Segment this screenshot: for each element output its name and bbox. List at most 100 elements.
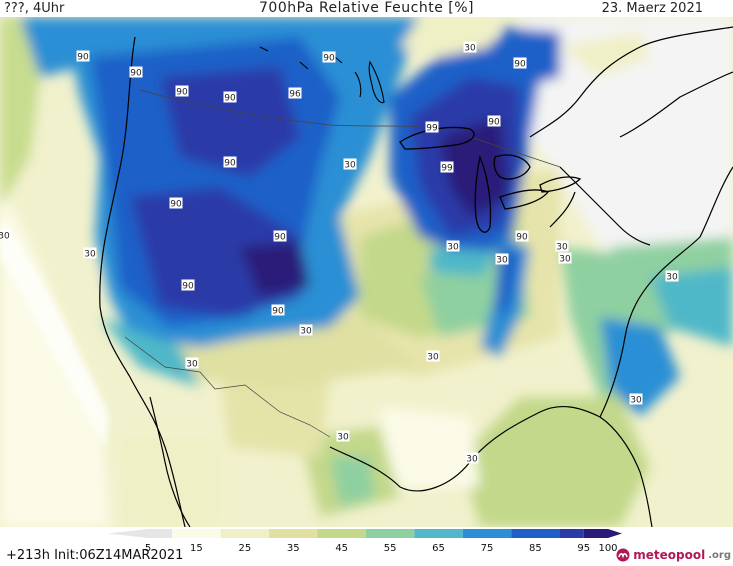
forecast-date: 23. Maerz 2021	[601, 1, 703, 16]
contour-labels: 90 90 30 90 90 90 90 96 90 99 30 99 90 90 90 30 30 90 30 30…	[0, 41, 679, 465]
legend-tick-label: 75	[481, 543, 494, 554]
contour-label: 30	[629, 393, 643, 406]
legend-bin	[559, 529, 584, 538]
contour-label: 99	[440, 161, 454, 174]
forecast-hour-label: ???, 4Uhr	[4, 1, 65, 16]
svg-text:30: 30	[84, 250, 96, 260]
legend-bin	[583, 529, 608, 538]
map-title: 700hPa Relative Feuchte [%]	[259, 0, 474, 16]
contour-label: 30	[426, 350, 440, 363]
svg-text:90: 90	[224, 159, 236, 169]
legend-bin	[172, 529, 221, 538]
humidity-field	[0, 17, 733, 527]
contour-label: 30	[83, 247, 97, 260]
svg-text:30: 30	[466, 455, 478, 465]
contour-label: 30	[465, 452, 479, 465]
brand-tld: .org	[708, 549, 731, 561]
contour-label: 30	[463, 41, 477, 54]
northern-lakes	[259, 46, 385, 104]
legend-ticks: 5 15 25 35 45 55 65 75 85 95 100	[145, 543, 618, 554]
svg-text:30: 30	[300, 327, 312, 337]
svg-text:90: 90	[488, 118, 500, 128]
svg-text:96: 96	[289, 90, 301, 100]
legend-bin	[148, 529, 173, 538]
legend-tick-label: 45	[335, 543, 348, 554]
legend-tick-label: 85	[529, 543, 542, 554]
svg-text:90: 90	[170, 200, 182, 210]
svg-text:99: 99	[441, 164, 453, 174]
legend-bin	[317, 529, 366, 538]
legend-tick-label: 95	[577, 543, 590, 554]
political-boundaries	[124, 89, 561, 438]
legend-bin	[462, 529, 512, 538]
legend-tick-label: 15	[190, 543, 203, 554]
svg-text:30: 30	[559, 255, 571, 265]
meteopool-logo-icon	[616, 548, 630, 562]
contour-label: 30	[0, 229, 11, 242]
contour-label: 90	[273, 230, 287, 243]
brand-logo: meteopool .org	[616, 546, 731, 564]
svg-text:90: 90	[514, 60, 526, 70]
contour-label: 96	[288, 87, 302, 100]
svg-text:90: 90	[130, 69, 142, 79]
contour-label: 30	[299, 324, 313, 337]
contour-label: 90	[513, 57, 527, 70]
legend-bar	[108, 529, 622, 538]
legend-tick-label: 35	[287, 543, 300, 554]
legend-tick-label: 100	[598, 543, 617, 554]
humidity-map: 90 90 30 90 90 90 90 96 90 99 30 99 90 90 90 30 30 90 30 30…	[0, 17, 733, 527]
legend-tick-label: 55	[384, 543, 397, 554]
contour-label: 30	[555, 240, 569, 253]
svg-text:30: 30	[556, 243, 568, 253]
svg-text:30: 30	[0, 232, 10, 242]
contour-label: 30	[665, 270, 679, 283]
svg-text:90: 90	[77, 53, 89, 63]
contour-label: 30	[495, 253, 509, 266]
svg-text:90: 90	[272, 307, 284, 317]
svg-text:90: 90	[182, 282, 194, 292]
svg-text:30: 30	[344, 161, 356, 171]
svg-text:90: 90	[274, 233, 286, 243]
svg-text:30: 30	[496, 256, 508, 266]
legend-bin	[511, 529, 560, 538]
legend-bin	[269, 529, 318, 538]
contour-label: 30	[336, 430, 350, 443]
svg-text:30: 30	[337, 433, 349, 443]
svg-text:90: 90	[176, 88, 188, 98]
svg-text:99: 99	[426, 124, 438, 134]
contour-label: 30	[185, 357, 199, 370]
svg-text:90: 90	[323, 54, 335, 64]
legend-underflow-arrow	[108, 529, 148, 538]
contour-label: 90	[271, 304, 285, 317]
contour-label: 90	[76, 50, 90, 63]
legend-bin	[414, 529, 463, 538]
contour-label: 30	[558, 252, 572, 265]
svg-text:30: 30	[630, 396, 642, 406]
contour-label: 90	[223, 156, 237, 169]
svg-text:30: 30	[447, 243, 459, 253]
contour-label: 99	[425, 121, 439, 134]
contour-label: 90	[169, 197, 183, 210]
contour-label: 90	[181, 279, 195, 292]
contour-label: 30	[446, 240, 460, 253]
svg-text:30: 30	[427, 353, 439, 363]
legend-tick-label: 65	[432, 543, 445, 554]
brand-name: meteopool	[633, 548, 706, 562]
contour-label: 90	[223, 91, 237, 104]
legend-bin	[220, 529, 270, 538]
svg-text:30: 30	[186, 360, 198, 370]
contour-label: 90	[129, 66, 143, 79]
svg-text:30: 30	[464, 44, 476, 54]
svg-text:90: 90	[516, 233, 528, 243]
contour-label: 30	[343, 158, 357, 171]
legend-overflow-arrow	[608, 529, 622, 538]
color-legend: 5 15 25 35 45 55 65 75 85 95 100	[108, 529, 622, 554]
legend-tick-label: 25	[238, 543, 251, 554]
contour-label: 90	[175, 85, 189, 98]
model-init-label: +213h Init:06Z14MAR2021	[6, 548, 184, 563]
legend-bin	[365, 529, 415, 538]
contour-label: 90	[487, 115, 501, 128]
contour-label: 90	[322, 51, 336, 64]
svg-text:30: 30	[666, 273, 678, 283]
svg-text:90: 90	[224, 94, 236, 104]
